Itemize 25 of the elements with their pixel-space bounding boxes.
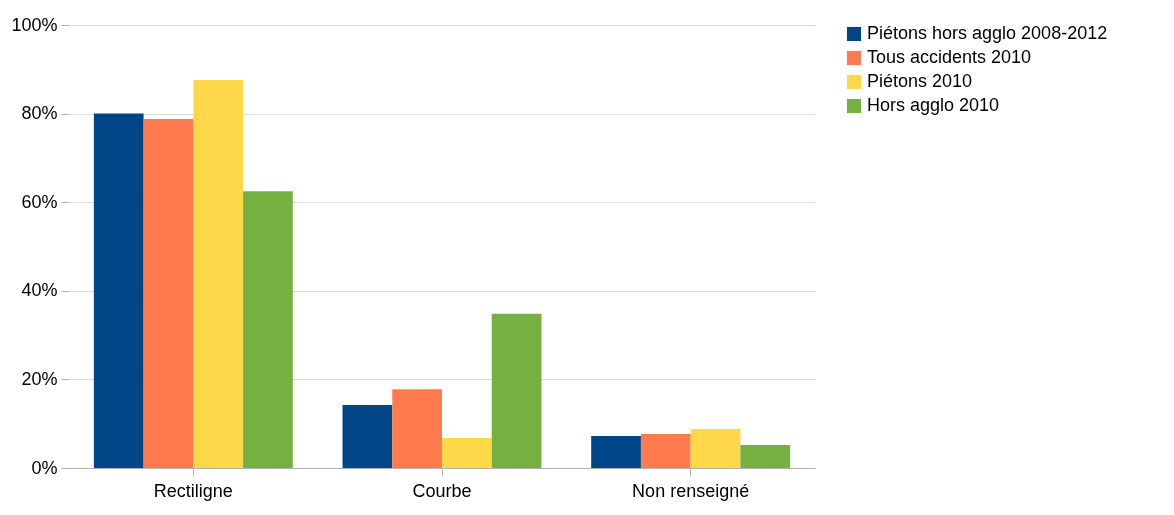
bar [491,313,542,468]
y-tick-label: 20% [21,368,58,389]
bar [442,437,492,468]
y-tick-label: 100% [11,14,58,35]
x-tick-label: Non renseigné [632,480,750,501]
bar [93,113,144,468]
bar [690,429,741,468]
y-tick-label: 0% [31,457,58,478]
bar [342,405,393,468]
bar [591,436,641,468]
y-tick-label: 80% [21,103,58,124]
legend-label: Piétons 2010 [867,71,973,91]
y-tick-label: 40% [21,280,58,301]
legend-label: Tous accidents 2010 [867,47,1032,67]
bar [740,444,791,468]
x-tick-label: Rectiligne [153,480,233,501]
bar [193,79,244,468]
bar [640,433,691,468]
legend-label: Piétons hors agglo 2008-2012 [867,23,1108,43]
bar [243,191,293,468]
legend-label: Hors agglo 2010 [867,95,1000,115]
bar [143,118,194,468]
y-tick-label: 60% [21,191,58,212]
bar [392,389,442,468]
x-tick-label: Courbe [412,480,472,501]
